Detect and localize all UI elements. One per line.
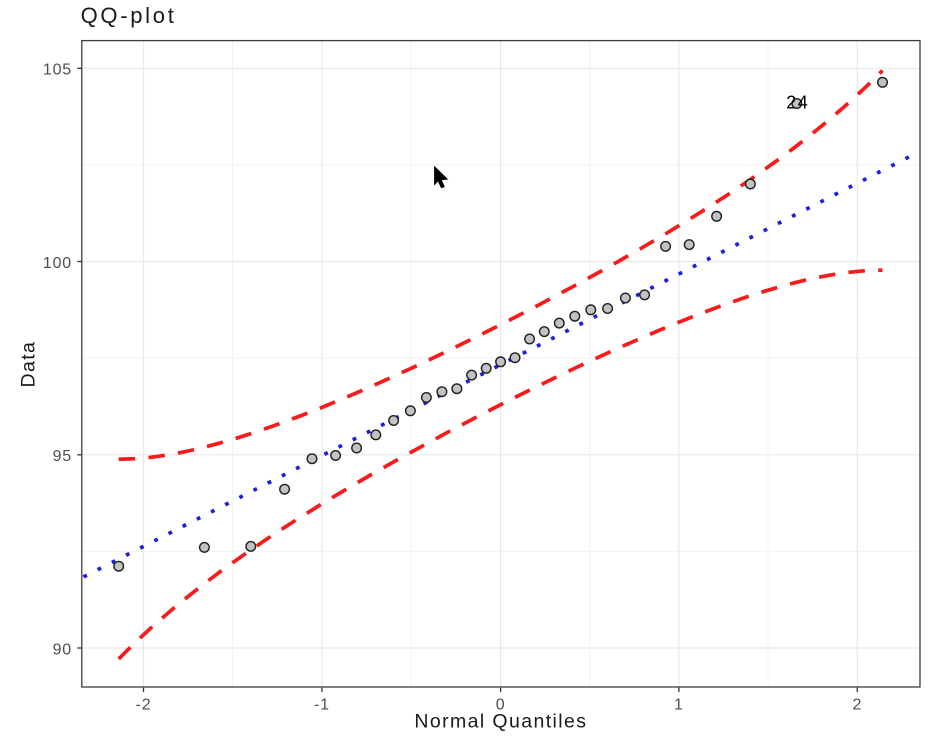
- svg-text:-1: -1: [314, 697, 330, 714]
- svg-text:Data: Data: [17, 341, 39, 388]
- svg-text:-2: -2: [136, 697, 152, 714]
- svg-text:95: 95: [53, 448, 72, 465]
- svg-text:90: 90: [53, 641, 72, 658]
- svg-text:1: 1: [674, 697, 684, 714]
- svg-text:2: 2: [852, 697, 862, 714]
- svg-text:QQ-plot: QQ-plot: [81, 3, 177, 28]
- svg-text:24: 24: [786, 93, 809, 113]
- svg-text:100: 100: [43, 255, 72, 272]
- svg-text:Normal Quantiles: Normal Quantiles: [414, 711, 587, 733]
- svg-text:0: 0: [496, 697, 506, 714]
- svg-text:105: 105: [43, 62, 72, 79]
